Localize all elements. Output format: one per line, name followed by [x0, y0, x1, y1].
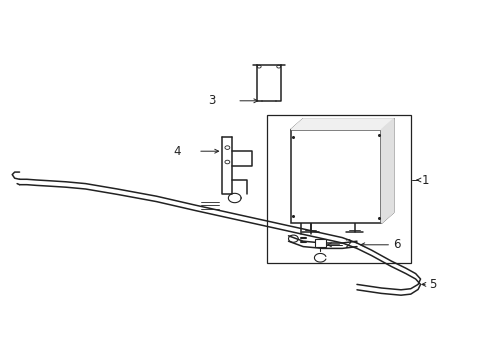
Text: 2: 2	[343, 238, 350, 251]
Polygon shape	[381, 119, 393, 223]
Bar	[266, 115, 410, 263]
Text: 1: 1	[421, 174, 428, 186]
Text: 4: 4	[173, 145, 181, 158]
Polygon shape	[290, 119, 393, 130]
Text: 6: 6	[392, 238, 399, 251]
Text: 3: 3	[207, 94, 215, 107]
Bar	[314, 239, 325, 247]
Bar	[290, 130, 381, 223]
Text: 5: 5	[428, 278, 436, 291]
